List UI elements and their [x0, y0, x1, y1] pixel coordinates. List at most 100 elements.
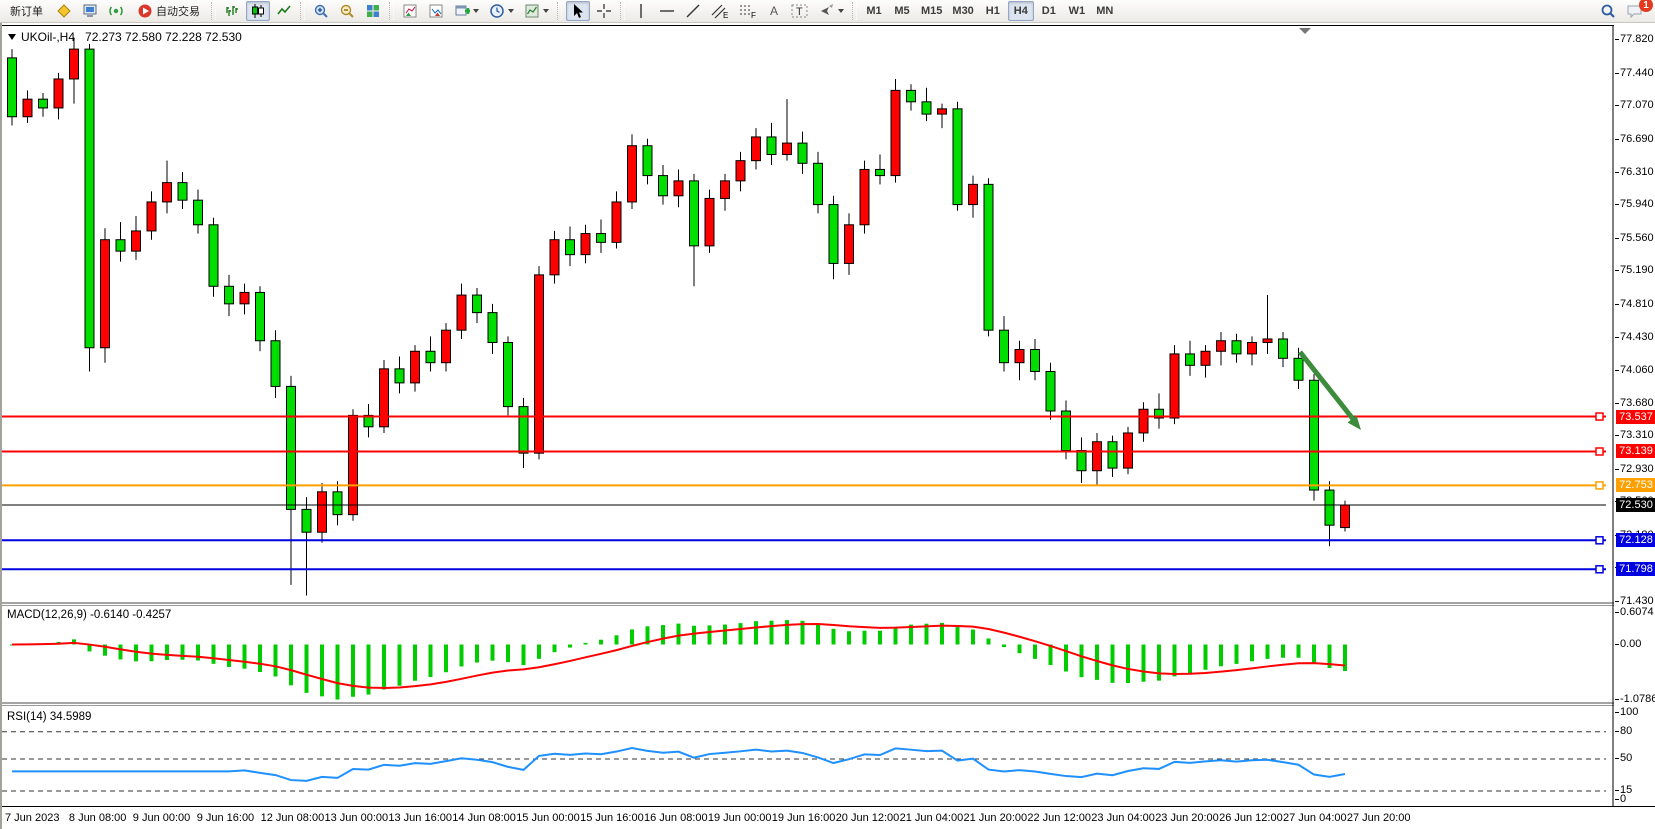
candle-bull[interactable] [704, 197, 715, 247]
candle-bear[interactable] [689, 180, 699, 247]
candle-bear[interactable] [332, 491, 343, 516]
candle-bull[interactable] [1340, 504, 1350, 529]
candle-bear[interactable] [1185, 353, 1195, 366]
price-level-badge[interactable]: 72.530 [1616, 497, 1655, 512]
candle-bull[interactable] [627, 145, 637, 203]
candle-bear[interactable] [503, 341, 513, 408]
candle-bull[interactable] [456, 294, 467, 331]
candle-bear[interactable] [1076, 450, 1087, 472]
candle-bull[interactable] [549, 239, 560, 276]
timeframe-d1-button[interactable]: D1 [1041, 5, 1056, 17]
candle-bear[interactable] [1231, 340, 1242, 355]
line-handle[interactable] [1595, 565, 1604, 574]
price-level-badge[interactable]: 73.139 [1616, 444, 1655, 459]
timeframe-m1-button[interactable]: M1 [866, 5, 882, 17]
new-indicator-window-button[interactable] [398, 1, 422, 21]
candle-bull[interactable] [611, 201, 622, 243]
candle-bear[interactable] [999, 329, 1009, 364]
cursor-button[interactable] [566, 1, 590, 21]
candle-bear[interactable] [983, 183, 994, 331]
candle-bull[interactable] [580, 233, 591, 256]
candle-bull[interactable] [1200, 350, 1211, 366]
candle-bear[interactable] [658, 175, 668, 197]
text-label-tool-button[interactable]: T [787, 1, 813, 21]
chart-shift-marker[interactable] [1299, 28, 1311, 34]
candle-bear[interactable] [1107, 441, 1118, 469]
bar-chart-button[interactable] [220, 1, 244, 21]
timeframe-h4-button[interactable]: H4 [1007, 1, 1034, 21]
fibonacci-tool-button[interactable]: F [735, 1, 761, 21]
candle-bear[interactable] [38, 98, 48, 109]
equidistant-channel-tool-button[interactable]: E [707, 1, 733, 21]
candle-bull[interactable] [1014, 349, 1025, 364]
line-handle[interactable] [1595, 536, 1604, 545]
candle-bull[interactable] [782, 142, 792, 156]
candle-bear[interactable] [177, 182, 188, 201]
candle-bull[interactable] [720, 180, 730, 199]
timeframe-h1-button[interactable]: H1 [985, 5, 1000, 17]
candle-bear[interactable] [828, 204, 839, 264]
candle-bear[interactable] [193, 199, 203, 226]
candle-bull[interactable] [410, 350, 420, 384]
arrows-tool-button[interactable] [815, 1, 848, 21]
auto-trading-button[interactable]: 自动交易 [130, 1, 207, 21]
candle-bear[interactable] [875, 168, 885, 177]
candle-bull[interactable] [317, 491, 327, 533]
candle-bear[interactable] [813, 162, 823, 206]
price-level-badge[interactable]: 73.537 [1616, 409, 1655, 424]
line-handle[interactable] [1595, 412, 1604, 421]
candle-bear[interactable] [1278, 338, 1288, 359]
candle-bull[interactable] [1247, 341, 1257, 355]
candle-bull[interactable] [859, 168, 870, 226]
line-chart-button[interactable] [272, 1, 296, 21]
candle-bear[interactable] [208, 224, 219, 287]
new-order-button[interactable]: 新订单 [10, 6, 43, 18]
candle-bull[interactable] [1138, 408, 1149, 434]
candle-bear[interactable] [286, 385, 296, 510]
candle-bull[interactable] [162, 182, 172, 203]
candle-bull[interactable] [22, 98, 33, 118]
price-level-badge[interactable]: 72.128 [1616, 533, 1655, 548]
candle-bear[interactable] [1309, 379, 1319, 491]
symbol-dropdown-icon[interactable] [8, 34, 16, 40]
timeframe-mn-button[interactable]: MN [1096, 5, 1114, 17]
candle-bull[interactable] [441, 329, 451, 364]
crosshair-button[interactable] [592, 1, 616, 21]
candle-bull[interactable] [1092, 441, 1102, 472]
candle-bull[interactable] [379, 368, 389, 428]
timeframe-w1-button[interactable]: W1 [1068, 5, 1086, 17]
candle-bear[interactable] [425, 350, 436, 364]
candle-bear[interactable] [921, 101, 932, 115]
line-handle[interactable] [1595, 481, 1604, 490]
candle-bull[interactable] [348, 414, 358, 516]
zoom-in-button[interactable] [309, 1, 333, 21]
candle-bear[interactable] [363, 414, 374, 428]
candle-bull[interactable] [968, 183, 978, 206]
candle-bull[interactable] [890, 89, 901, 177]
tile-windows-button[interactable] [361, 1, 385, 21]
candle-bear[interactable] [255, 291, 265, 342]
candle-bull[interactable] [735, 160, 746, 182]
candle-bear[interactable] [487, 312, 498, 343]
price-level-badge[interactable]: 72.753 [1616, 478, 1655, 493]
candle-bear[interactable] [906, 89, 916, 103]
timeframe-m5-button[interactable]: M5 [894, 5, 910, 17]
market-watch-button[interactable] [78, 1, 102, 21]
candle-bear[interactable] [301, 508, 312, 533]
candle-bear[interactable] [797, 142, 808, 164]
chart-canvas[interactable] [2, 23, 1614, 829]
trendline-tool-button[interactable] [681, 1, 705, 21]
profiles-button[interactable] [52, 1, 76, 21]
candle-bear[interactable] [1324, 489, 1335, 526]
add-chart-button[interactable] [450, 1, 483, 21]
candle-bull[interactable] [534, 274, 544, 454]
candle-bear[interactable] [7, 57, 17, 118]
candle-bull[interactable] [751, 136, 761, 162]
candle-bull[interactable] [53, 78, 64, 109]
trend-arrow-head[interactable] [1347, 415, 1362, 431]
candle-bear[interactable] [565, 239, 575, 256]
period-button[interactable] [485, 1, 518, 21]
candlestick-chart-button[interactable] [246, 1, 270, 21]
candle-bear[interactable] [1154, 408, 1164, 419]
candle-bull[interactable] [100, 239, 110, 349]
